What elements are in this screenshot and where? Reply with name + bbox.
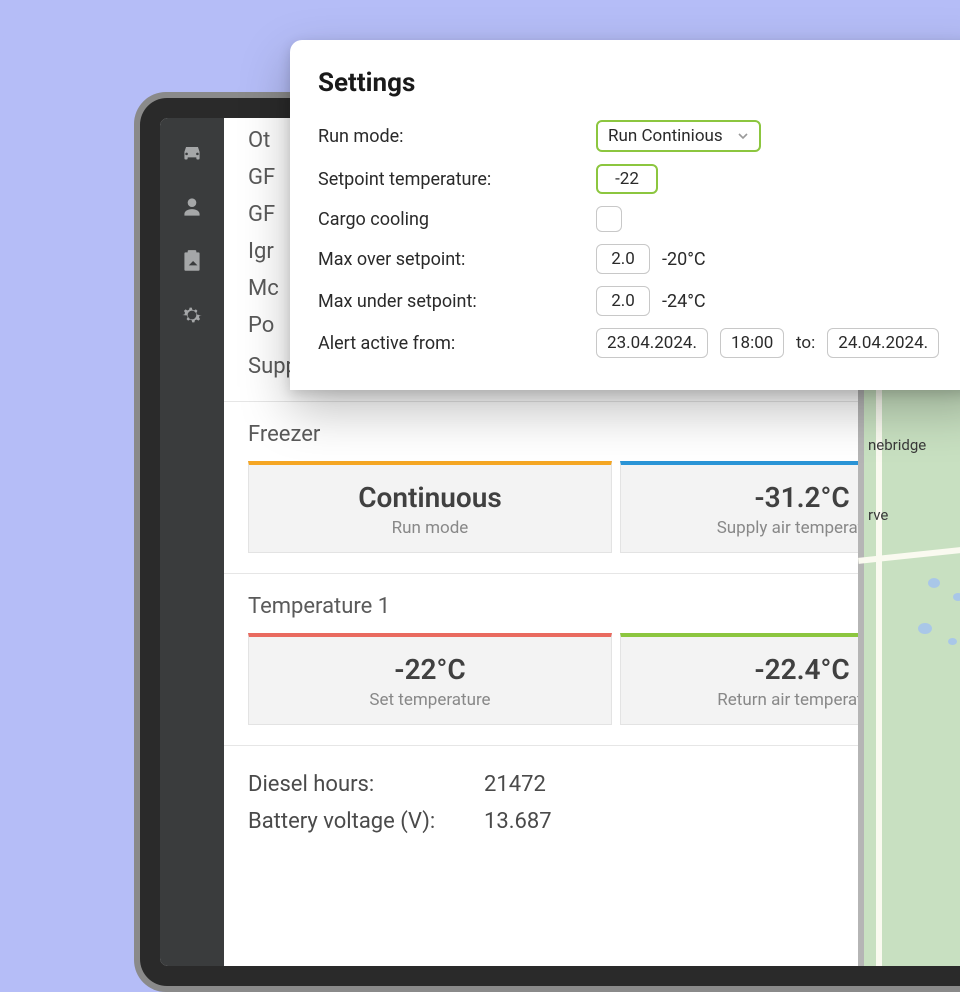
map-label-rve: rve <box>868 506 888 524</box>
set-temperature-label: Set temperature <box>257 690 603 710</box>
freezer-section: Freezer Temperature Continuous Run mode … <box>224 402 960 574</box>
settings-title: Settings <box>318 68 960 98</box>
run-mode-tile[interactable]: Continuous Run mode <box>248 461 612 553</box>
temperature1-title: Temperature 1 <box>248 594 390 619</box>
cargo-cooling-label: Cargo cooling <box>318 209 596 230</box>
setpoint-row: Setpoint temperature: -22 <box>318 164 960 194</box>
car-icon[interactable] <box>179 140 205 166</box>
max-over-row: Max over setpoint: 2.0 -20°C <box>318 244 960 274</box>
run-mode-tile-label: Run mode <box>257 518 603 538</box>
max-under-suffix: -24°C <box>662 291 706 312</box>
alert-time-from-input[interactable]: 18:00 <box>720 328 784 358</box>
alert-date-to-input[interactable]: 24.04.2024. <box>827 328 939 358</box>
diesel-hours-row: Diesel hours: 21472 <box>248 766 960 803</box>
clipboard-icon[interactable] <box>179 248 205 274</box>
max-over-suffix: -20°C <box>662 249 706 270</box>
battery-voltage-row: Battery voltage (V): 13.687 <box>248 803 960 840</box>
sidebar <box>160 118 224 966</box>
max-under-label: Max under setpoint: <box>318 291 596 312</box>
max-over-label: Max over setpoint: <box>318 249 596 270</box>
chevron-down-icon <box>737 130 749 142</box>
freezer-title: Freezer <box>248 422 320 447</box>
alert-active-label: Alert active from: <box>318 333 596 354</box>
run-mode-value: Continuous <box>257 481 603 514</box>
temperature1-section: Temperature 1 Alert settings -22°C Set t… <box>224 574 960 746</box>
diesel-hours-value: 21472 <box>484 772 546 797</box>
alert-active-row: Alert active from: 23.04.2024. 18:00 to:… <box>318 328 960 358</box>
set-temperature-value: -22°C <box>257 653 603 686</box>
setpoint-input[interactable]: -22 <box>596 164 658 194</box>
run-mode-label: Run mode: <box>318 126 596 147</box>
max-under-row: Max under setpoint: 2.0 -24°C <box>318 286 960 316</box>
battery-voltage-value: 13.687 <box>484 809 552 834</box>
cargo-cooling-row: Cargo cooling <box>318 206 960 232</box>
max-over-input[interactable]: 2.0 <box>596 244 650 274</box>
run-mode-row: Run mode: Run Continious <box>318 120 960 152</box>
map-label-nebridge: nebridge <box>868 436 926 454</box>
run-mode-select-value: Run Continious <box>608 126 723 146</box>
setpoint-label: Setpoint temperature: <box>318 169 596 190</box>
max-under-input[interactable]: 2.0 <box>596 286 650 316</box>
stats-block: Diesel hours: 21472 Battery voltage (V):… <box>224 746 960 860</box>
battery-voltage-label: Battery voltage (V): <box>248 809 484 834</box>
alert-to-label: to: <box>796 333 815 353</box>
diesel-hours-label: Diesel hours: <box>248 772 484 797</box>
settings-modal: Settings Run mode: Run Continious Setpoi… <box>290 40 960 390</box>
user-icon[interactable] <box>179 194 205 220</box>
set-temperature-tile[interactable]: -22°C Set temperature <box>248 633 612 725</box>
cargo-cooling-checkbox[interactable] <box>596 206 622 232</box>
run-mode-select[interactable]: Run Continious <box>596 120 761 152</box>
gear-icon[interactable] <box>179 302 205 328</box>
alert-date-from-input[interactable]: 23.04.2024. <box>596 328 708 358</box>
